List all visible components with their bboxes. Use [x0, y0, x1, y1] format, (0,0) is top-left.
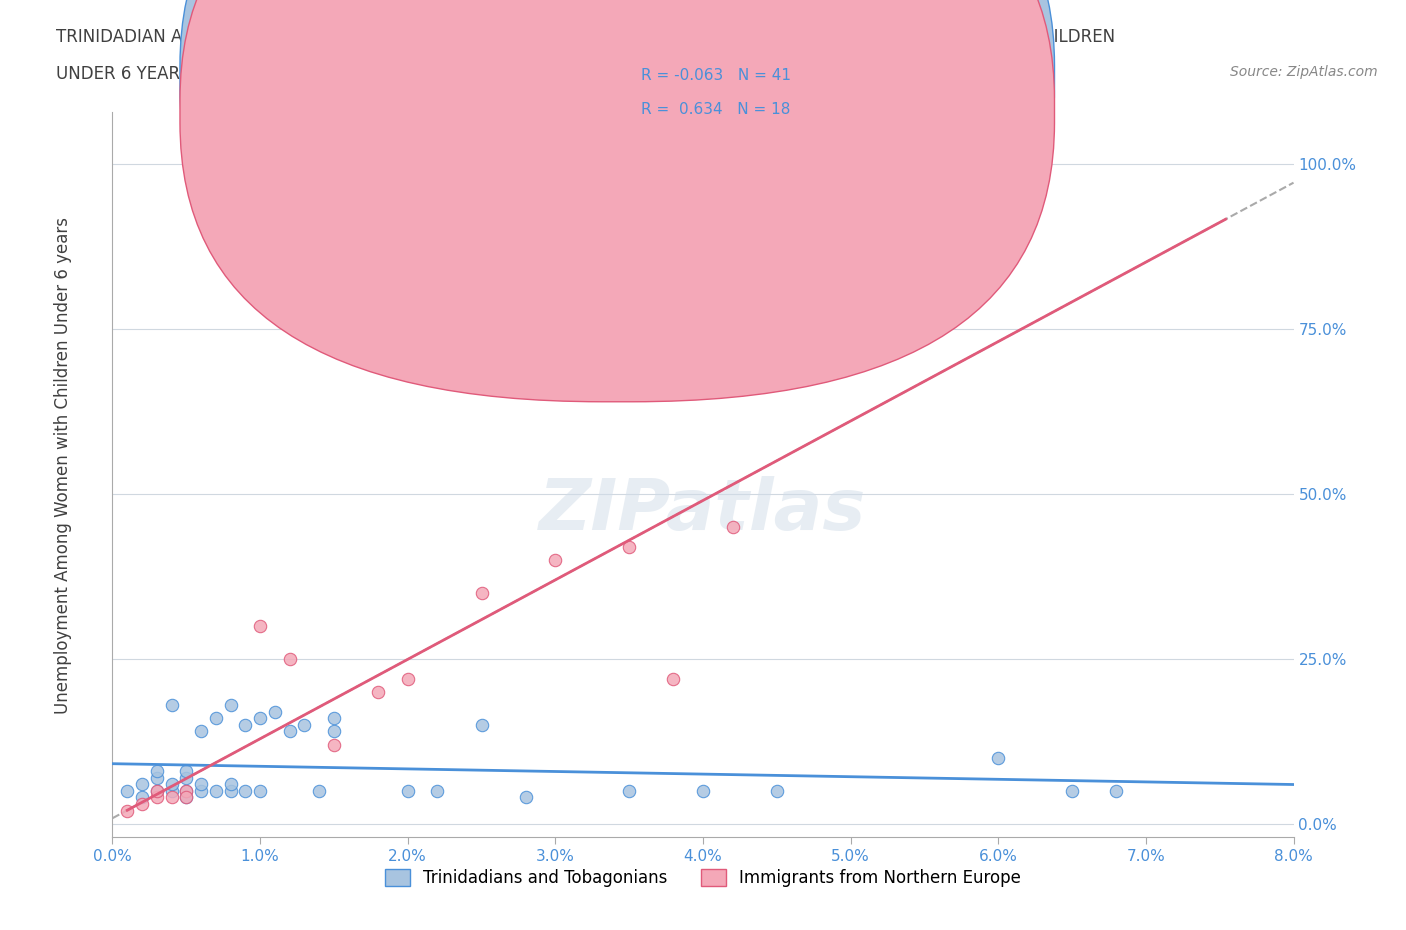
- Point: [367, 684, 389, 699]
- Point: [264, 704, 287, 719]
- Point: [396, 671, 419, 686]
- Legend: Trinidadians and Tobagonians, Immigrants from Northern Europe: Trinidadians and Tobagonians, Immigrants…: [378, 862, 1028, 894]
- Point: [426, 783, 449, 798]
- Point: [1062, 783, 1084, 798]
- Text: Unemployment Among Women with Children Under 6 years: Unemployment Among Women with Children U…: [55, 217, 72, 713]
- Point: [174, 783, 197, 798]
- Point: [131, 777, 153, 791]
- Point: [205, 711, 228, 725]
- Point: [174, 764, 197, 778]
- Point: [146, 790, 169, 804]
- Point: [278, 652, 301, 667]
- Point: [249, 618, 271, 633]
- Point: [219, 777, 242, 791]
- Point: [117, 783, 138, 798]
- Point: [160, 698, 183, 712]
- Point: [190, 783, 212, 798]
- Point: [233, 783, 256, 798]
- Point: [190, 777, 212, 791]
- Point: [765, 783, 787, 798]
- Text: R = -0.063   N = 41: R = -0.063 N = 41: [641, 68, 792, 83]
- Point: [323, 737, 346, 752]
- Point: [146, 770, 169, 785]
- Point: [249, 783, 271, 798]
- Text: ZIPatlas: ZIPatlas: [540, 476, 866, 545]
- Point: [619, 539, 641, 554]
- Point: [544, 552, 567, 567]
- Point: [396, 783, 419, 798]
- Point: [160, 777, 183, 791]
- Point: [117, 804, 138, 818]
- Point: [131, 790, 153, 804]
- Point: [174, 783, 197, 798]
- Point: [515, 790, 537, 804]
- Point: [323, 724, 346, 739]
- Point: [219, 698, 242, 712]
- Point: [987, 751, 1010, 765]
- Point: [146, 764, 169, 778]
- Point: [692, 783, 714, 798]
- Point: [662, 671, 685, 686]
- Point: [146, 783, 169, 798]
- Point: [160, 783, 183, 798]
- Point: [278, 724, 301, 739]
- Point: [174, 790, 197, 804]
- Point: [471, 586, 494, 601]
- Point: [205, 783, 228, 798]
- Point: [233, 717, 256, 732]
- Point: [174, 770, 197, 785]
- Point: [174, 790, 197, 804]
- Point: [292, 717, 315, 732]
- Text: UNDER 6 YEARS CORRELATION CHART: UNDER 6 YEARS CORRELATION CHART: [56, 65, 375, 83]
- Text: TRINIDADIAN AND TOBAGONIAN VS IMMIGRANTS FROM NORTHERN EUROPE UNEMPLOYMENT AMONG: TRINIDADIAN AND TOBAGONIAN VS IMMIGRANTS…: [56, 28, 1115, 46]
- Point: [146, 783, 169, 798]
- Point: [190, 724, 212, 739]
- Point: [471, 717, 494, 732]
- Point: [957, 236, 980, 251]
- Point: [323, 711, 346, 725]
- Text: Source: ZipAtlas.com: Source: ZipAtlas.com: [1230, 65, 1378, 79]
- Text: R =  0.634   N = 18: R = 0.634 N = 18: [641, 102, 790, 117]
- Point: [308, 783, 330, 798]
- Point: [721, 520, 744, 535]
- Point: [131, 797, 153, 812]
- Point: [160, 790, 183, 804]
- Point: [219, 783, 242, 798]
- Point: [619, 783, 641, 798]
- Point: [249, 711, 271, 725]
- Point: [1105, 783, 1128, 798]
